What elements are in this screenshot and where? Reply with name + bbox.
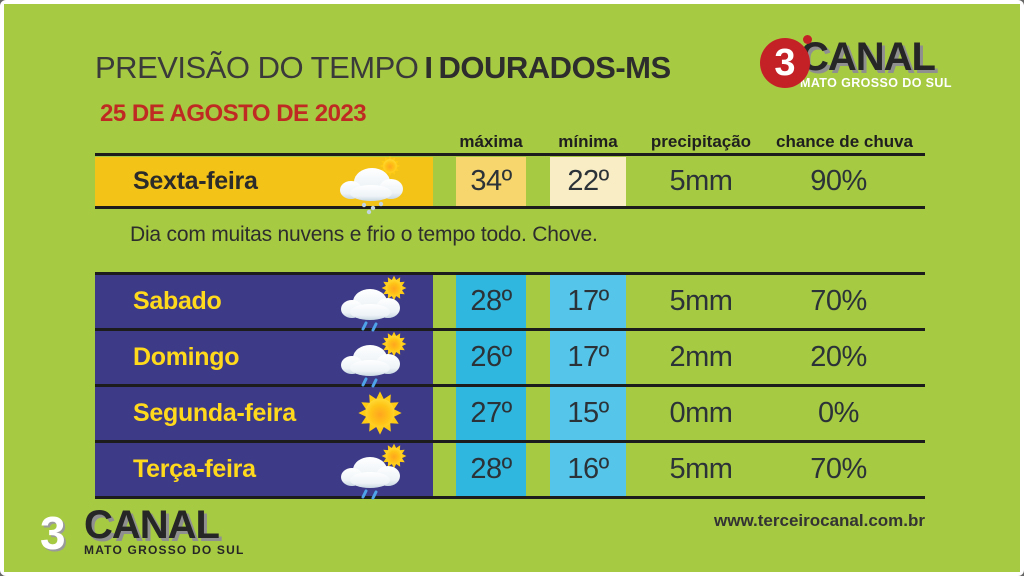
- day-label: Domingo: [133, 343, 240, 371]
- min-temp: 15º: [550, 387, 626, 440]
- min-temp: 17º: [550, 275, 626, 328]
- column-header-precipitation: precipitação: [650, 132, 752, 151]
- weather-description: Dia com muitas nuvens e frio o tempo tod…: [130, 223, 598, 246]
- day-label: Terça-feira: [133, 455, 256, 483]
- day-label: Segunda-feira: [133, 399, 296, 427]
- max-temp: 28º: [456, 443, 526, 496]
- table-line: [95, 272, 925, 275]
- max-temp: 28º: [456, 275, 526, 328]
- logo-3-text: 3: [40, 507, 66, 559]
- forecast-table: Sabado 28º 17º 5mm 70% Domingo 26º 17º 2…: [95, 272, 925, 500]
- table-line: [95, 328, 925, 331]
- table-line: [95, 384, 925, 387]
- rain-chance-value: 0%: [818, 397, 859, 429]
- logo-name: CANAL: [800, 35, 936, 79]
- background: PREVISÃO DO TEMPO I DOURADOS-MS 25 DE AGOS…: [4, 4, 1020, 572]
- daybox: Segunda-feira: [95, 387, 433, 440]
- max-temp: 27º: [456, 387, 526, 440]
- forecast-row-tuesday: Terça-feira 28º 16º 5mm 70%: [95, 443, 925, 500]
- today-rain-chance: 90%: [810, 165, 867, 197]
- title-separator: I: [424, 50, 433, 85]
- day-label: Sabado: [133, 287, 222, 315]
- today-min-temp: 22º: [550, 157, 626, 206]
- page-title: PREVISÃO DO TEMPO I DOURADOS-MS: [95, 50, 671, 86]
- forecast-row-monday: Segunda-feira 27º 15º 0mm 0%: [95, 387, 925, 440]
- daybox: Terça-feira: [95, 443, 433, 500]
- rain-chance-value: 70%: [810, 285, 867, 317]
- channel-logo-bottom: 3 CANAL MATO GROSSO DO SUL: [40, 504, 300, 572]
- website-url: www.terceirocanal.com.br: [714, 511, 925, 530]
- column-headers: máxima mínima precipitação chance de chu…: [95, 130, 925, 152]
- logo-name: CANAL: [84, 503, 220, 547]
- divider-line: [95, 153, 925, 156]
- sun-icon: [336, 384, 421, 444]
- today-row: Sexta-feira 34º 22º 5mm 90%: [95, 156, 925, 215]
- today-daybox: Sexta-feira: [95, 156, 433, 215]
- today-max-temp: 34º: [456, 157, 526, 206]
- forecast-row-sunday: Domingo 26º 17º 2mm 20%: [95, 331, 925, 388]
- daybox: Domingo: [95, 331, 433, 388]
- table-line: [95, 496, 925, 499]
- logo-3-icon: 3: [760, 35, 812, 88]
- forecast-row-saturday: Sabado 28º 17º 5mm 70%: [95, 275, 925, 332]
- column-header-min: mínima: [558, 132, 618, 151]
- title-text: PREVISÃO DO TEMPO: [95, 50, 419, 85]
- channel-logo-top: 3 CANAL MATO GROSSO DO SUL: [760, 35, 970, 102]
- divider-line: [95, 206, 925, 209]
- precipitation-value: 5mm: [669, 453, 733, 485]
- min-temp: 16º: [550, 443, 626, 496]
- logo-region: MATO GROSSO DO SUL: [800, 76, 952, 90]
- date-label: 25 DE AGOSTO DE 2023: [100, 100, 367, 127]
- today-precipitation: 5mm: [669, 165, 733, 197]
- precipitation-value: 0mm: [669, 397, 733, 429]
- daybox: Sabado: [95, 275, 433, 332]
- cloud-rain-icon: [336, 154, 421, 215]
- table-line: [95, 440, 925, 443]
- sun-cloud-rain-icon: [336, 440, 421, 500]
- column-header-rain-chance: chance de chuva: [776, 132, 914, 151]
- max-temp: 26º: [456, 331, 526, 384]
- precipitation-value: 2mm: [669, 341, 733, 373]
- min-temp: 17º: [550, 331, 626, 384]
- sun-cloud-rain-icon: [336, 272, 421, 332]
- logo-region: MATO GROSSO DO SUL: [84, 543, 245, 557]
- rain-chance-value: 20%: [810, 341, 867, 373]
- precipitation-value: 5mm: [669, 285, 733, 317]
- column-header-max: máxima: [459, 132, 523, 151]
- sun-cloud-rain-icon: [336, 328, 421, 388]
- title-location: DOURADOS-MS: [438, 50, 672, 85]
- rain-chance-value: 70%: [810, 453, 867, 485]
- today-day-label: Sexta-feira: [133, 167, 258, 195]
